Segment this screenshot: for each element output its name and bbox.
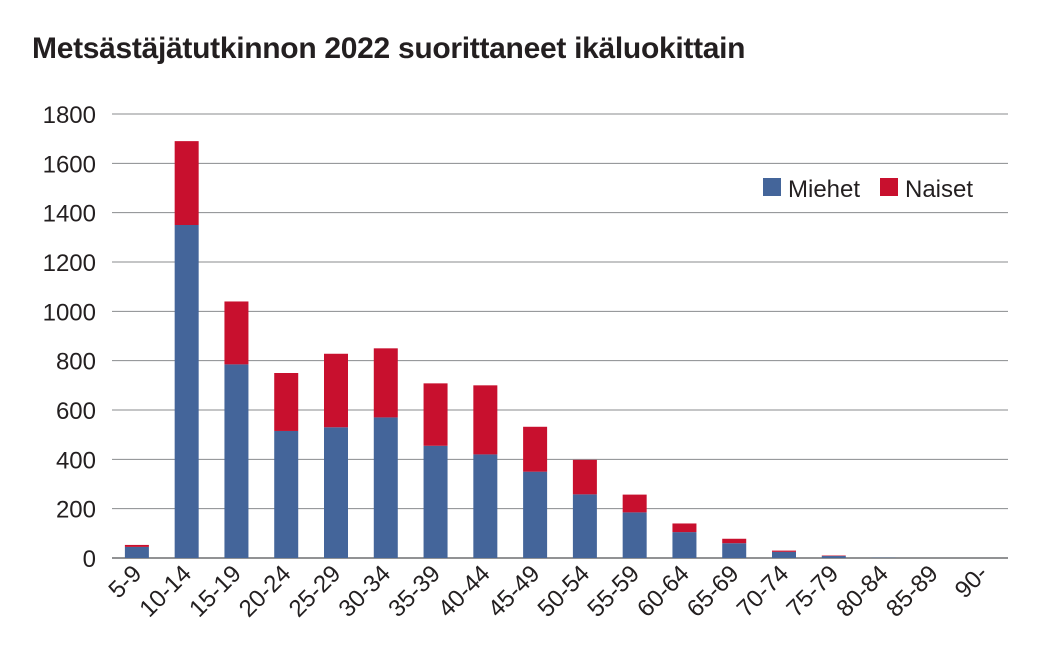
- y-tick-label: 1400: [43, 201, 96, 228]
- bar-naiset-20-24: [274, 373, 299, 431]
- legend-label-miehet: Miehet: [788, 176, 860, 203]
- bar-miehet-55-59: [622, 512, 647, 558]
- bar-miehet-65-69: [722, 543, 747, 558]
- y-tick-label: 1200: [43, 250, 96, 277]
- legend-swatch-naiset: [880, 178, 898, 196]
- bar-naiset-30-34: [373, 348, 398, 418]
- gridlines: [112, 113, 1008, 559]
- y-tick-label: 600: [56, 398, 96, 425]
- bar-naiset-55-59: [622, 494, 647, 513]
- x-tick-label: 15-19: [184, 560, 247, 623]
- x-axis-tick-labels: 5-910-1415-1920-2425-2930-3435-3940-4445…: [104, 560, 994, 623]
- y-tick-label: 0: [83, 546, 96, 573]
- bar-miehet-5-9: [124, 546, 149, 558]
- bar-miehet-75-79: [821, 556, 846, 558]
- y-tick-label: 400: [56, 447, 96, 474]
- bar-naiset-35-39: [423, 383, 448, 446]
- bar-miehet-40-44: [473, 454, 498, 558]
- x-tick-label: 35-39: [383, 560, 446, 623]
- x-tick-label: 70-74: [732, 560, 795, 623]
- x-tick-label: 25-29: [284, 560, 347, 623]
- bars: [124, 141, 896, 558]
- bar-miehet-35-39: [423, 445, 448, 558]
- bar-miehet-30-34: [373, 417, 398, 558]
- bar-miehet-45-49: [523, 471, 548, 558]
- bar-naiset-70-74: [772, 550, 796, 552]
- bar-miehet-15-19: [224, 364, 249, 558]
- bar-naiset-15-19: [224, 301, 249, 365]
- chart-title: Metsästäjätutkinnon 2022 suorittaneet ik…: [32, 32, 746, 65]
- y-tick-label: 1600: [43, 151, 96, 178]
- bar-miehet-60-64: [672, 532, 697, 558]
- bar-naiset-65-69: [722, 538, 747, 544]
- x-tick-label: 45-49: [483, 560, 546, 623]
- x-tick-label: 40-44: [433, 560, 496, 623]
- bar-naiset-40-44: [473, 385, 498, 455]
- x-tick-label: 50-54: [533, 560, 596, 623]
- x-tick-label: 10-14: [134, 560, 197, 623]
- legend-swatch-miehet: [763, 178, 781, 196]
- y-tick-label: 1800: [43, 102, 96, 129]
- bar-naiset-45-49: [523, 426, 548, 472]
- x-tick-label: 65-69: [682, 560, 745, 623]
- x-tick-label: 20-24: [234, 560, 297, 623]
- y-tick-label: 200: [56, 497, 96, 524]
- y-tick-label: 800: [56, 349, 96, 376]
- legend: Miehet Naiset: [763, 176, 973, 203]
- bar-miehet-20-24: [274, 430, 299, 558]
- x-tick-label: 60-64: [632, 560, 695, 623]
- x-tick-label: 85-89: [881, 560, 944, 623]
- x-tick-label: 90-: [950, 560, 994, 604]
- bar-miehet-70-74: [772, 551, 796, 558]
- bar-naiset-50-54: [572, 459, 597, 495]
- bar-miehet-10-14: [174, 225, 199, 558]
- x-tick-label: 30-34: [334, 560, 397, 623]
- x-tick-label: 80-84: [831, 560, 894, 623]
- legend-label-naiset: Naiset: [905, 176, 973, 203]
- x-tick-label: 55-59: [582, 560, 645, 623]
- bar-naiset-10-14: [174, 141, 199, 225]
- bar-naiset-5-9: [124, 544, 149, 547]
- y-axis-tick-labels: 0 200 400 600 800 1000 1200 1400 1600 1800: [43, 102, 96, 573]
- bar-naiset-25-29: [324, 353, 348, 428]
- y-tick-label: 1000: [43, 299, 96, 326]
- x-tick-label: 75-79: [782, 560, 845, 623]
- bar-miehet-50-54: [572, 494, 597, 558]
- bar-miehet-25-29: [324, 427, 348, 558]
- bar-naiset-60-64: [672, 523, 697, 533]
